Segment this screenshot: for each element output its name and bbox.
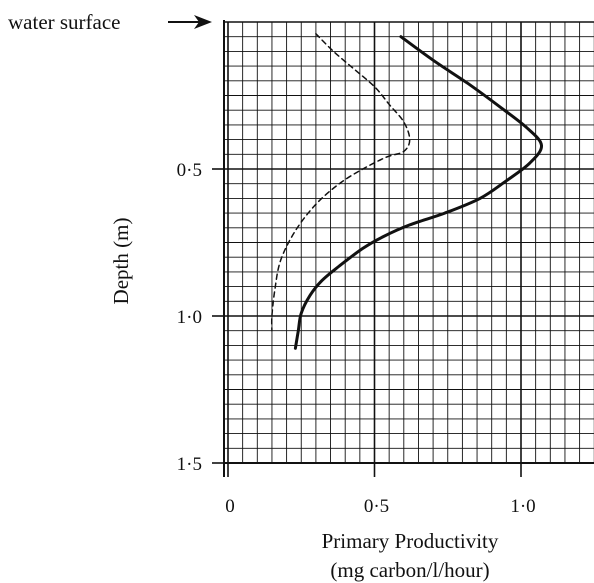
series-group [270, 33, 543, 350]
x-tick-label: 0 [225, 496, 235, 517]
y-tick-label: 1·5 [177, 454, 202, 475]
water-surface-annotation: water surface [8, 10, 121, 34]
axes [223, 20, 594, 477]
y-axis-title: Depth (m) [109, 218, 133, 305]
dashed-curve [270, 33, 411, 332]
solid-curve [293, 35, 543, 350]
x-axis-title-line2: (mg carbon/l/hour) [330, 558, 489, 582]
x-tick-label: 0·5 [364, 496, 389, 517]
y-tick-label: 1·0 [177, 307, 202, 328]
tick-labels: 0 0·5 1·0 0·5 1·0 1·5 [177, 160, 536, 517]
y-tick-label: 0·5 [177, 160, 202, 181]
x-axis-title-line1: Primary Productivity [322, 529, 499, 553]
grid [224, 21, 594, 464]
water-surface-arrow [168, 15, 212, 29]
x-tick-label: 1·0 [510, 496, 535, 517]
